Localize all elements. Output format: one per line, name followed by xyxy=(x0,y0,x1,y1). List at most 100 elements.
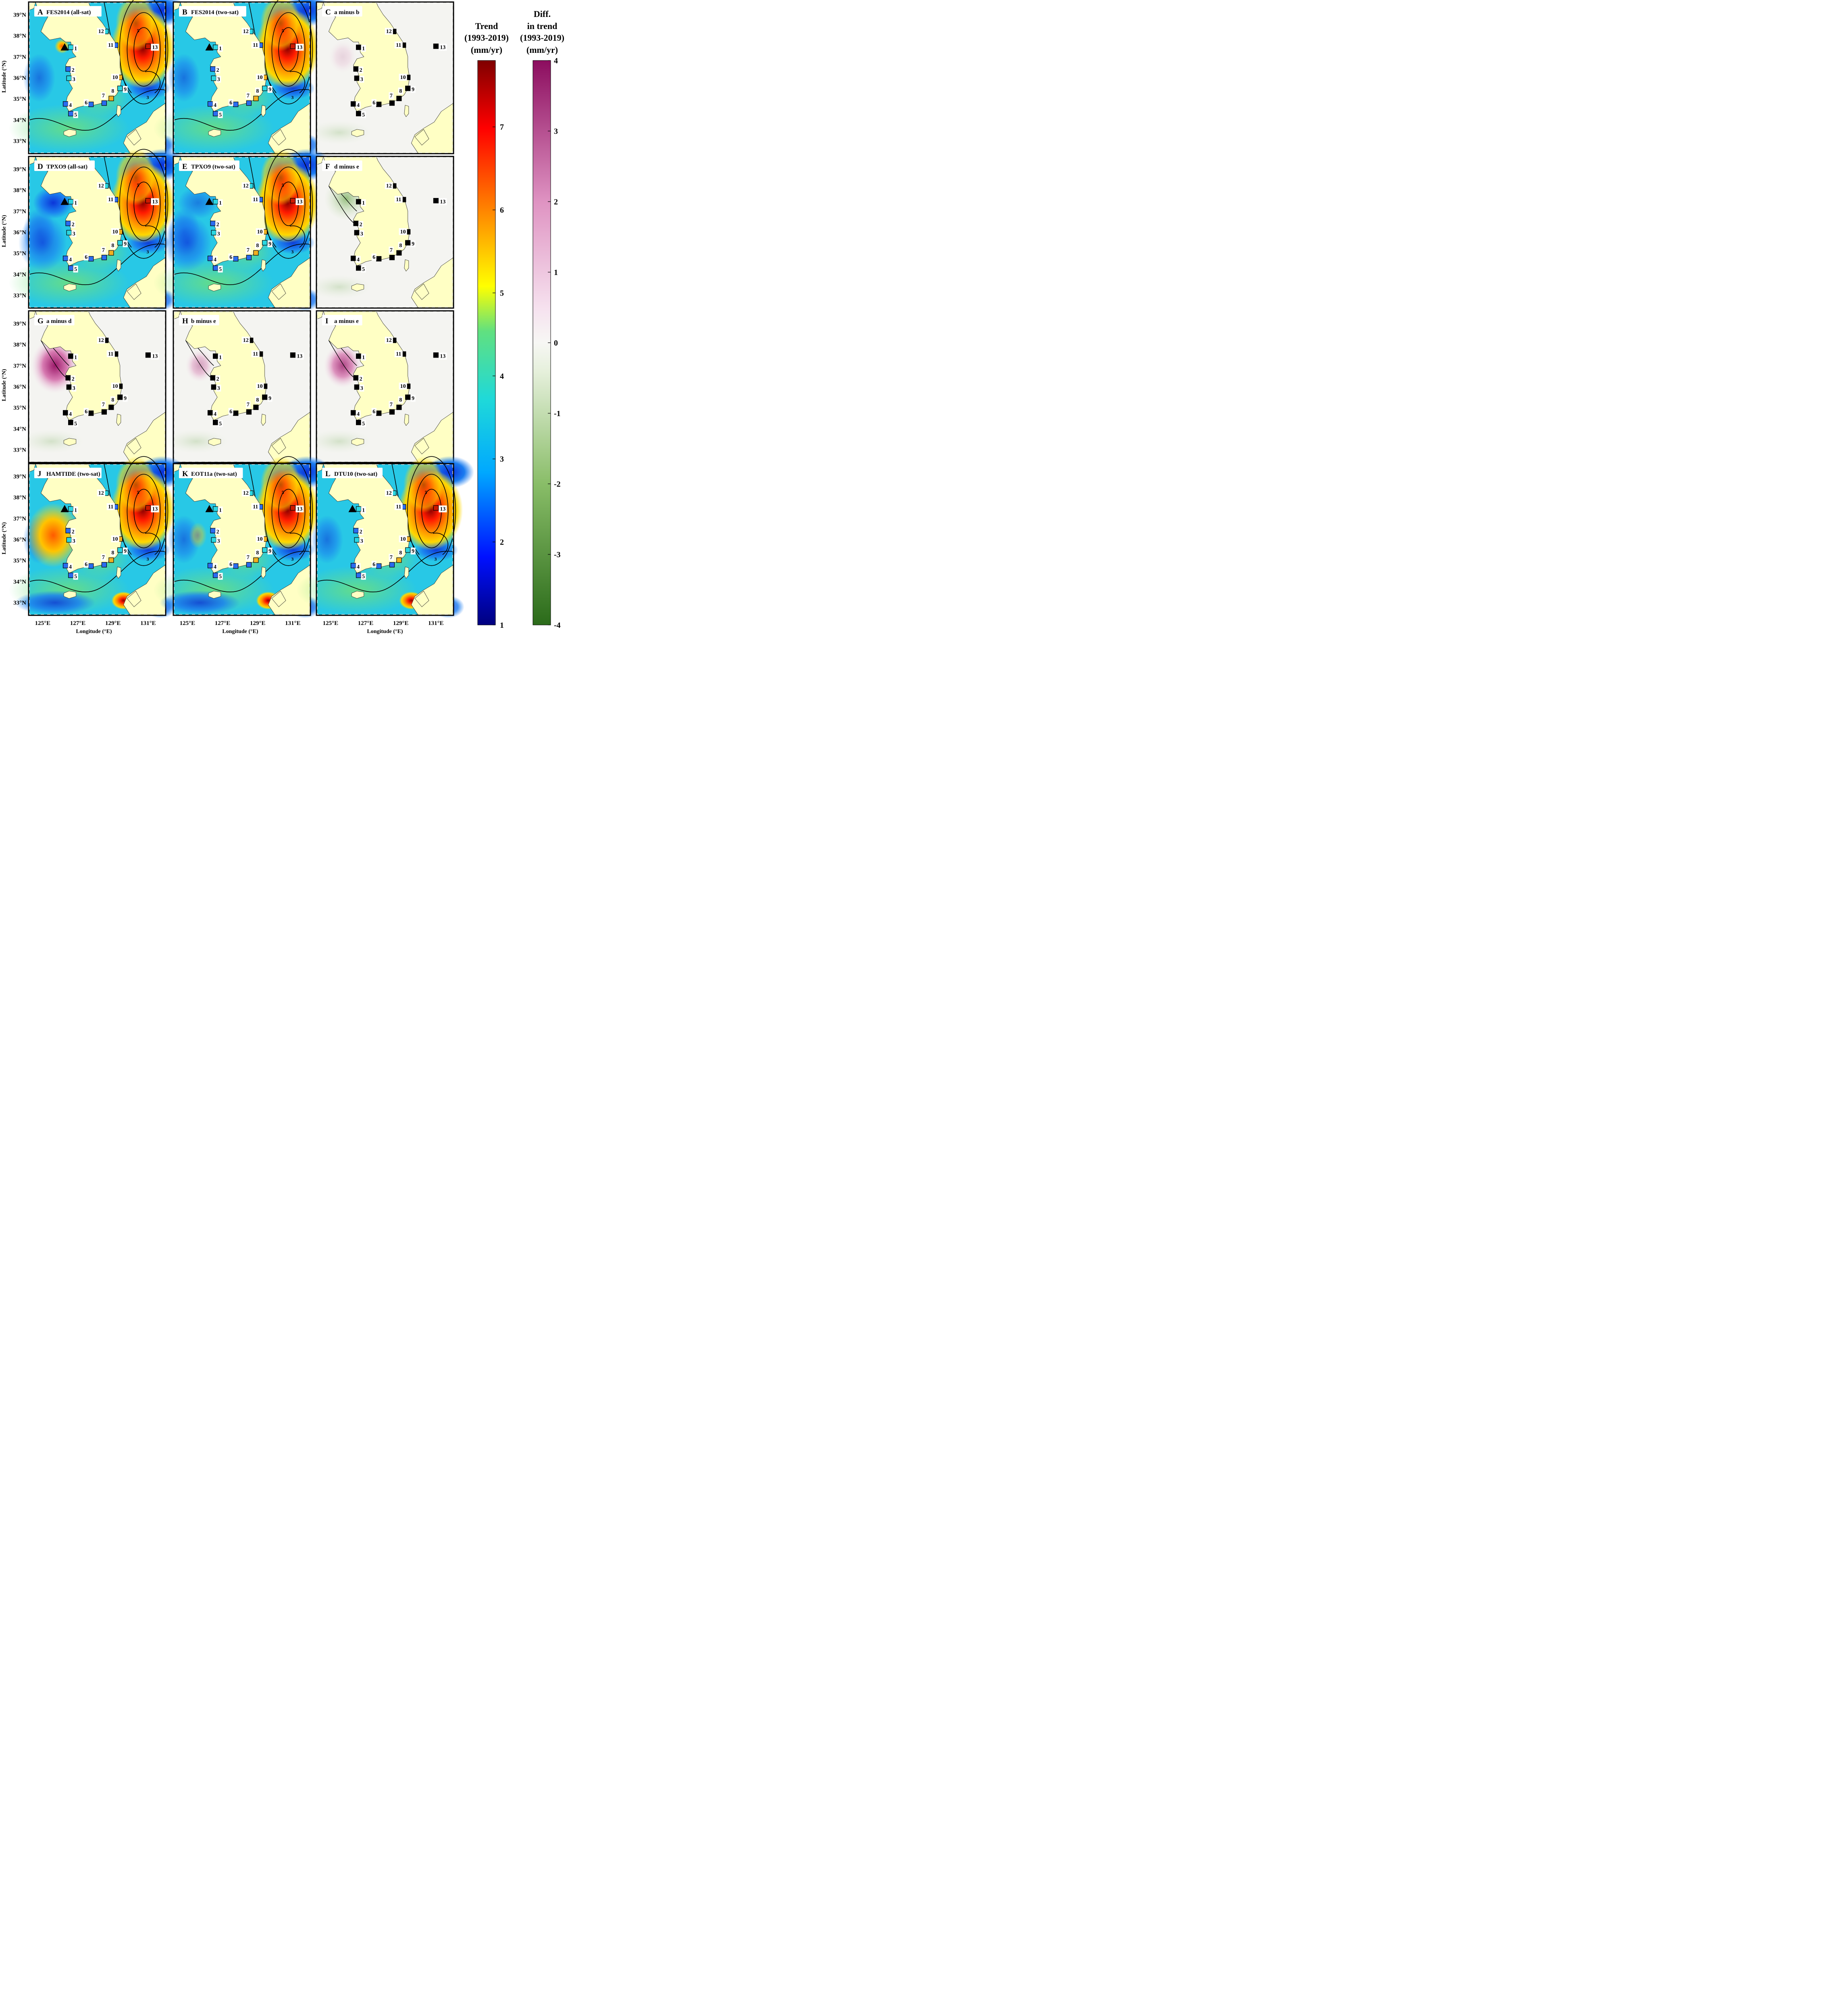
station-7-marker xyxy=(389,255,395,260)
panel-L: 5643512345678910111213LDTU10 (two-sat) xyxy=(296,456,474,619)
station-12-label: 12 xyxy=(243,337,249,344)
station-1-marker xyxy=(356,506,362,512)
land-polygon xyxy=(208,591,221,599)
station-13-label: 13 xyxy=(297,506,302,512)
station-4-marker xyxy=(350,563,356,569)
contour-label: 3 xyxy=(146,95,149,100)
lat-tick-label: 34°N xyxy=(13,426,26,432)
station-9-label-bg xyxy=(267,240,273,248)
station-1-label-bg xyxy=(73,45,78,52)
station-3-label: 3 xyxy=(73,538,75,544)
contour-label: 3 xyxy=(434,556,437,562)
station-13-marker xyxy=(145,44,151,49)
station-10-label-bg xyxy=(256,228,264,235)
station-12-label-bg xyxy=(241,337,250,344)
station-13-label-bg xyxy=(151,198,159,205)
station-5-marker xyxy=(68,111,74,117)
station-12-label-bg xyxy=(385,337,393,344)
station-11-label: 11 xyxy=(108,42,113,48)
lat-tick-label: 38°N xyxy=(13,187,26,194)
station-6-marker xyxy=(88,410,94,416)
figure: 5643512345678910111213AFES2014 (all-sat)… xyxy=(1,0,564,635)
station-9-label: 9 xyxy=(412,241,414,247)
station-12-label: 12 xyxy=(98,490,104,496)
station-1-marker xyxy=(213,199,218,204)
station-1-label: 1 xyxy=(362,354,365,360)
lat-tick-label: 34°N xyxy=(13,271,26,278)
station-4-label-bg xyxy=(68,410,73,417)
station-13-label: 13 xyxy=(152,45,158,51)
lat-tick-label: 35°N xyxy=(13,250,26,257)
panel-A-letter: A xyxy=(37,8,43,17)
station-2-marker xyxy=(65,528,71,533)
station-11-label: 11 xyxy=(253,197,258,203)
station-6-label-bg xyxy=(83,99,89,106)
lon-tick-label: 125°E xyxy=(180,620,196,627)
station-7-marker xyxy=(389,100,395,106)
station-5-label-bg xyxy=(361,573,366,580)
lat-tick-label: 36°N xyxy=(13,537,26,543)
station-9-label-bg xyxy=(410,240,416,248)
land-polygon xyxy=(261,414,266,426)
lat-tick-label: 38°N xyxy=(13,495,26,501)
station-6-label: 6 xyxy=(85,562,87,568)
station-3-marker xyxy=(211,230,216,235)
panel-I-letter: I xyxy=(325,317,328,325)
trend-colorbar-ramp xyxy=(477,60,496,625)
station-2-label-bg xyxy=(358,528,364,535)
station-13-label-bg xyxy=(439,505,447,512)
station-11-label: 11 xyxy=(253,351,258,357)
station-5-label: 5 xyxy=(219,421,222,427)
station-6-marker xyxy=(88,102,94,107)
trend-tick-label: 3 xyxy=(500,455,504,464)
station-8-label: 8 xyxy=(399,397,402,403)
station-3-marker xyxy=(211,537,216,543)
station-10-label: 10 xyxy=(257,536,263,542)
reference-triangle-marker xyxy=(205,198,214,205)
lat-tick-label: 37°N xyxy=(13,54,26,60)
station-12-label: 12 xyxy=(243,183,249,189)
trend-colorbar-title-2: (1993-2019) xyxy=(464,33,509,43)
station-8-marker xyxy=(253,96,259,101)
station-7-label-bg xyxy=(389,554,394,561)
station-8-label-bg xyxy=(398,242,403,249)
reference-triangle-marker xyxy=(205,43,214,51)
station-2-marker xyxy=(210,221,216,226)
panel-D-title: D TPXO9 (all-sat) xyxy=(34,160,95,171)
station-6-label: 6 xyxy=(85,254,87,260)
station-5-label: 5 xyxy=(219,574,222,580)
station-10-label-bg xyxy=(111,73,119,81)
station-6-label-bg xyxy=(228,560,233,568)
station-1-label-bg xyxy=(218,45,223,52)
station-4-label: 4 xyxy=(214,564,216,570)
station-7-label-bg xyxy=(245,401,251,408)
station-1-label: 1 xyxy=(219,507,222,513)
station-4-label: 4 xyxy=(214,257,216,263)
lon-tick-label: 127°E xyxy=(70,620,86,627)
lon-tick-label: 131°E xyxy=(285,620,301,627)
station-9-label: 9 xyxy=(412,396,414,402)
station-5-label: 5 xyxy=(362,112,365,118)
station-8-marker xyxy=(396,557,402,563)
station-4-label: 4 xyxy=(357,411,360,417)
station-12-label: 12 xyxy=(243,490,249,496)
station-5-label-bg xyxy=(73,111,78,118)
station-4-label-bg xyxy=(212,410,218,417)
y-axis-labels: Latitude (°N) Latitude (°N) Latitude (°N… xyxy=(1,60,7,554)
station-11-label-bg xyxy=(394,350,403,358)
station-3-label: 3 xyxy=(360,77,363,83)
station-5-marker xyxy=(68,265,74,271)
station-9-label: 9 xyxy=(268,548,271,554)
station-13-label-bg xyxy=(151,44,159,51)
station-5-label: 5 xyxy=(74,267,77,273)
panel-frame xyxy=(173,156,311,309)
station-6-marker xyxy=(376,410,382,416)
station-4-marker xyxy=(62,563,69,569)
station-7-label-bg xyxy=(101,554,106,561)
station-1-label: 1 xyxy=(74,200,77,206)
station-13-label: 13 xyxy=(297,199,302,205)
station-2-marker xyxy=(65,221,71,226)
station-9-label-bg xyxy=(123,86,128,93)
